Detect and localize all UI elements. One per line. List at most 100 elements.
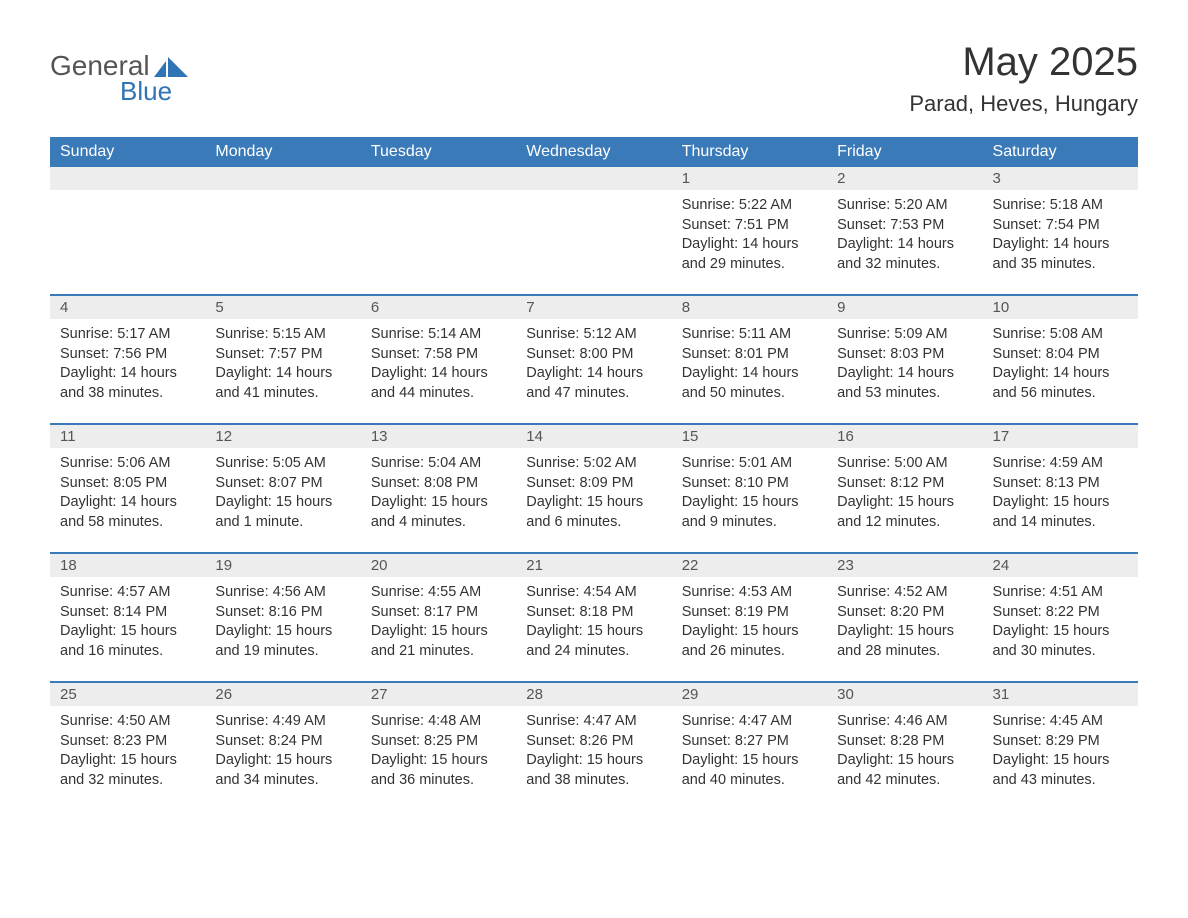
calendar-day-cell: 26Sunrise: 4:49 AMSunset: 8:24 PMDayligh… — [205, 683, 360, 811]
sunset-line: Sunset: 8:14 PM — [60, 603, 195, 623]
sunrise-line: Sunrise: 5:09 AM — [837, 325, 972, 345]
calendar-day-cell: 8Sunrise: 5:11 AMSunset: 8:01 PMDaylight… — [672, 296, 827, 424]
calendar-day-cell: 31Sunrise: 4:45 AMSunset: 8:29 PMDayligh… — [983, 683, 1138, 811]
sunset-line: Sunset: 8:29 PM — [993, 732, 1128, 752]
sunset-line: Sunset: 8:24 PM — [215, 732, 350, 752]
weekday-header: Saturday — [983, 137, 1138, 167]
daylight-line: Daylight: 14 hours and 44 minutes. — [371, 364, 506, 403]
daylight-line: Daylight: 14 hours and 47 minutes. — [526, 364, 661, 403]
weekday-header-row: SundayMondayTuesdayWednesdayThursdayFrid… — [50, 137, 1138, 167]
daylight-line: Daylight: 15 hours and 43 minutes. — [993, 751, 1128, 790]
calendar-body: 1Sunrise: 5:22 AMSunset: 7:51 PMDaylight… — [50, 167, 1138, 811]
sunset-line: Sunset: 8:26 PM — [526, 732, 661, 752]
day-details: Sunrise: 4:49 AMSunset: 8:24 PMDaylight:… — [205, 706, 360, 800]
calendar-day-cell: 10Sunrise: 5:08 AMSunset: 8:04 PMDayligh… — [983, 296, 1138, 424]
calendar-day-cell: 11Sunrise: 5:06 AMSunset: 8:05 PMDayligh… — [50, 425, 205, 553]
day-details: Sunrise: 4:51 AMSunset: 8:22 PMDaylight:… — [983, 577, 1138, 671]
calendar-day-cell: 24Sunrise: 4:51 AMSunset: 8:22 PMDayligh… — [983, 554, 1138, 682]
calendar-week-row: 4Sunrise: 5:17 AMSunset: 7:56 PMDaylight… — [50, 296, 1138, 424]
calendar-week-row: 18Sunrise: 4:57 AMSunset: 8:14 PMDayligh… — [50, 554, 1138, 682]
sunrise-line: Sunrise: 4:59 AM — [993, 454, 1128, 474]
day-number: 16 — [827, 425, 982, 448]
weekday-header: Wednesday — [516, 137, 671, 167]
day-number: 21 — [516, 554, 671, 577]
daylight-line: Daylight: 15 hours and 12 minutes. — [837, 493, 972, 532]
calendar-day-cell: 18Sunrise: 4:57 AMSunset: 8:14 PMDayligh… — [50, 554, 205, 682]
sunrise-line: Sunrise: 5:18 AM — [993, 196, 1128, 216]
sunset-line: Sunset: 8:04 PM — [993, 345, 1128, 365]
sunset-line: Sunset: 8:18 PM — [526, 603, 661, 623]
day-details: Sunrise: 4:52 AMSunset: 8:20 PMDaylight:… — [827, 577, 982, 671]
daylight-line: Daylight: 15 hours and 42 minutes. — [837, 751, 972, 790]
day-number: 9 — [827, 296, 982, 319]
daylight-line: Daylight: 15 hours and 30 minutes. — [993, 622, 1128, 661]
brand-word-blue: Blue — [120, 76, 188, 107]
sunset-line: Sunset: 8:09 PM — [526, 474, 661, 494]
day-details: Sunrise: 5:05 AMSunset: 8:07 PMDaylight:… — [205, 448, 360, 542]
daylight-line: Daylight: 15 hours and 34 minutes. — [215, 751, 350, 790]
day-number: 11 — [50, 425, 205, 448]
calendar-day-cell: 2Sunrise: 5:20 AMSunset: 7:53 PMDaylight… — [827, 167, 982, 295]
calendar-week-row: 25Sunrise: 4:50 AMSunset: 8:23 PMDayligh… — [50, 683, 1138, 811]
day-number: 1 — [672, 167, 827, 190]
day-details: Sunrise: 4:45 AMSunset: 8:29 PMDaylight:… — [983, 706, 1138, 800]
day-details: Sunrise: 4:47 AMSunset: 8:26 PMDaylight:… — [516, 706, 671, 800]
calendar-day-cell: 5Sunrise: 5:15 AMSunset: 7:57 PMDaylight… — [205, 296, 360, 424]
day-number: 25 — [50, 683, 205, 706]
calendar-day-cell: 30Sunrise: 4:46 AMSunset: 8:28 PMDayligh… — [827, 683, 982, 811]
sunrise-line: Sunrise: 4:54 AM — [526, 583, 661, 603]
calendar-week-row: 1Sunrise: 5:22 AMSunset: 7:51 PMDaylight… — [50, 167, 1138, 295]
calendar-day-cell: 20Sunrise: 4:55 AMSunset: 8:17 PMDayligh… — [361, 554, 516, 682]
daylight-line: Daylight: 14 hours and 58 minutes. — [60, 493, 195, 532]
daylight-line: Daylight: 14 hours and 35 minutes. — [993, 235, 1128, 274]
calendar-day-cell: 16Sunrise: 5:00 AMSunset: 8:12 PMDayligh… — [827, 425, 982, 553]
day-details: Sunrise: 5:00 AMSunset: 8:12 PMDaylight:… — [827, 448, 982, 542]
daylight-line: Daylight: 14 hours and 32 minutes. — [837, 235, 972, 274]
day-details: Sunrise: 4:54 AMSunset: 8:18 PMDaylight:… — [516, 577, 671, 671]
day-number: 22 — [672, 554, 827, 577]
calendar-day-cell: 17Sunrise: 4:59 AMSunset: 8:13 PMDayligh… — [983, 425, 1138, 553]
sunset-line: Sunset: 8:07 PM — [215, 474, 350, 494]
daylight-line: Daylight: 15 hours and 26 minutes. — [682, 622, 817, 661]
sunrise-line: Sunrise: 4:50 AM — [60, 712, 195, 732]
sunrise-line: Sunrise: 4:47 AM — [682, 712, 817, 732]
day-number-empty — [205, 167, 360, 190]
day-number: 10 — [983, 296, 1138, 319]
flag-icon — [154, 55, 188, 77]
sunset-line: Sunset: 7:51 PM — [682, 216, 817, 236]
daylight-line: Daylight: 14 hours and 50 minutes. — [682, 364, 817, 403]
day-details: Sunrise: 5:04 AMSunset: 8:08 PMDaylight:… — [361, 448, 516, 542]
daylight-line: Daylight: 15 hours and 4 minutes. — [371, 493, 506, 532]
month-title: May 2025 — [909, 40, 1138, 85]
day-number-empty — [50, 167, 205, 190]
sunset-line: Sunset: 7:56 PM — [60, 345, 195, 365]
day-number: 30 — [827, 683, 982, 706]
day-details: Sunrise: 4:59 AMSunset: 8:13 PMDaylight:… — [983, 448, 1138, 542]
day-number: 13 — [361, 425, 516, 448]
day-number: 17 — [983, 425, 1138, 448]
sunrise-line: Sunrise: 5:14 AM — [371, 325, 506, 345]
day-details: Sunrise: 4:53 AMSunset: 8:19 PMDaylight:… — [672, 577, 827, 671]
calendar-day-cell: 7Sunrise: 5:12 AMSunset: 8:00 PMDaylight… — [516, 296, 671, 424]
calendar-day-cell: 25Sunrise: 4:50 AMSunset: 8:23 PMDayligh… — [50, 683, 205, 811]
sunset-line: Sunset: 8:13 PM — [993, 474, 1128, 494]
page-header: General Blue May 2025 Parad, Heves, Hung… — [50, 40, 1138, 117]
day-number: 29 — [672, 683, 827, 706]
calendar-day-cell — [50, 167, 205, 295]
day-details: Sunrise: 5:06 AMSunset: 8:05 PMDaylight:… — [50, 448, 205, 542]
calendar-day-cell: 15Sunrise: 5:01 AMSunset: 8:10 PMDayligh… — [672, 425, 827, 553]
daylight-line: Daylight: 15 hours and 38 minutes. — [526, 751, 661, 790]
day-details: Sunrise: 5:01 AMSunset: 8:10 PMDaylight:… — [672, 448, 827, 542]
sunrise-line: Sunrise: 5:20 AM — [837, 196, 972, 216]
day-number: 7 — [516, 296, 671, 319]
sunset-line: Sunset: 8:16 PM — [215, 603, 350, 623]
day-details: Sunrise: 5:22 AMSunset: 7:51 PMDaylight:… — [672, 190, 827, 284]
sunrise-line: Sunrise: 4:55 AM — [371, 583, 506, 603]
sunrise-line: Sunrise: 5:12 AM — [526, 325, 661, 345]
calendar-day-cell: 14Sunrise: 5:02 AMSunset: 8:09 PMDayligh… — [516, 425, 671, 553]
sunrise-line: Sunrise: 4:49 AM — [215, 712, 350, 732]
sunrise-line: Sunrise: 4:53 AM — [682, 583, 817, 603]
sunrise-line: Sunrise: 4:48 AM — [371, 712, 506, 732]
daylight-line: Daylight: 15 hours and 28 minutes. — [837, 622, 972, 661]
sunrise-line: Sunrise: 5:05 AM — [215, 454, 350, 474]
